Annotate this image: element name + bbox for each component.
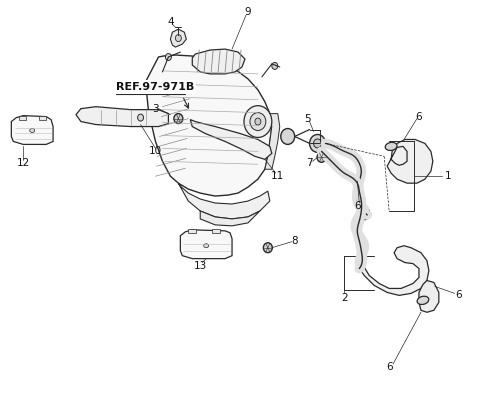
Text: 12: 12 (17, 158, 30, 168)
Text: 13: 13 (193, 261, 207, 270)
Ellipse shape (385, 142, 397, 150)
Polygon shape (76, 107, 168, 127)
Ellipse shape (250, 113, 266, 131)
Ellipse shape (204, 244, 209, 248)
Ellipse shape (174, 113, 183, 124)
Polygon shape (145, 55, 272, 196)
Polygon shape (39, 115, 46, 120)
Ellipse shape (244, 106, 272, 137)
Ellipse shape (313, 139, 322, 148)
Polygon shape (170, 29, 186, 47)
Text: 8: 8 (291, 236, 298, 246)
Ellipse shape (255, 118, 261, 125)
Text: 3: 3 (152, 104, 159, 114)
Polygon shape (192, 49, 245, 74)
Ellipse shape (310, 134, 325, 152)
Text: 7: 7 (306, 158, 313, 168)
Text: 5: 5 (304, 113, 311, 124)
Text: 1: 1 (444, 171, 451, 181)
Text: 2: 2 (341, 293, 348, 303)
Text: 9: 9 (245, 7, 251, 17)
Polygon shape (387, 139, 433, 183)
Polygon shape (265, 113, 280, 169)
Ellipse shape (281, 129, 295, 144)
Polygon shape (179, 183, 270, 219)
Polygon shape (200, 211, 260, 226)
Text: 4: 4 (167, 17, 174, 27)
Ellipse shape (138, 114, 144, 121)
Ellipse shape (166, 53, 171, 60)
Text: 6: 6 (456, 291, 462, 300)
Ellipse shape (30, 129, 35, 132)
Polygon shape (188, 229, 196, 233)
Ellipse shape (272, 62, 278, 69)
Ellipse shape (317, 152, 326, 162)
Polygon shape (12, 115, 53, 144)
Text: 6: 6 (354, 201, 360, 211)
Text: 10: 10 (149, 146, 162, 156)
Polygon shape (19, 115, 26, 120)
Ellipse shape (417, 296, 429, 305)
Text: REF.97-971B: REF.97-971B (116, 82, 194, 92)
Polygon shape (357, 246, 429, 296)
Polygon shape (212, 229, 220, 233)
Ellipse shape (353, 175, 361, 187)
Ellipse shape (175, 35, 181, 42)
Text: 6: 6 (386, 362, 393, 372)
Ellipse shape (264, 243, 272, 253)
Polygon shape (180, 230, 232, 259)
Text: 11: 11 (271, 171, 285, 181)
Polygon shape (190, 120, 272, 159)
Ellipse shape (361, 208, 370, 220)
Text: 6: 6 (416, 112, 422, 122)
Polygon shape (419, 280, 439, 312)
